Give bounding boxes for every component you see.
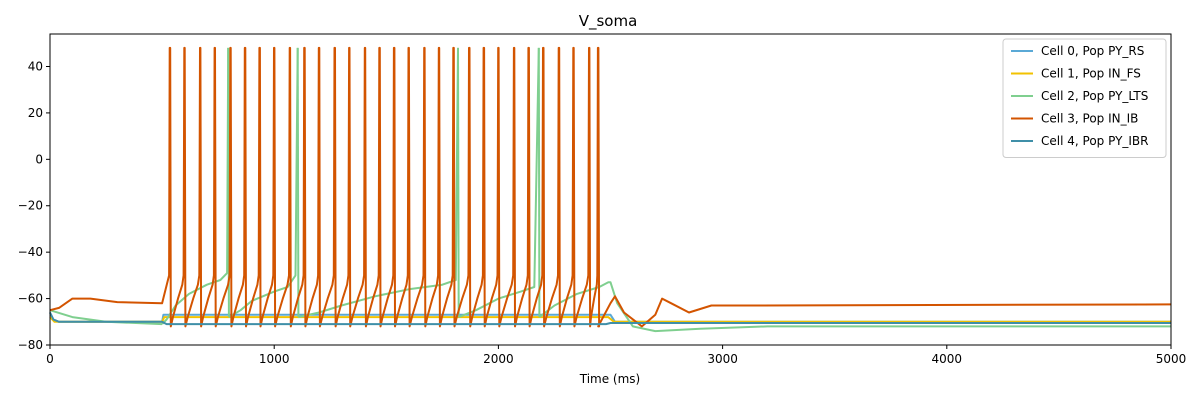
x-tick-label: 1000 bbox=[259, 352, 290, 366]
legend-label: Cell 0, Pop PY_RS bbox=[1041, 44, 1144, 58]
series-segment bbox=[537, 47, 541, 318]
series-line-1 bbox=[49, 316, 1171, 323]
chart-title: V_soma bbox=[579, 12, 638, 31]
y-tick-label: −20 bbox=[18, 199, 43, 213]
y-tick-label: −40 bbox=[18, 245, 43, 259]
series-segment bbox=[49, 309, 163, 326]
x-tick-label: 3000 bbox=[707, 352, 738, 366]
x-tick-label: 4000 bbox=[932, 352, 963, 366]
y-tick-label: 20 bbox=[28, 106, 43, 120]
y-axis: −80 −60 −40 −20 0 20 40 bbox=[18, 59, 50, 352]
x-tick-label: 5000 bbox=[1156, 352, 1187, 366]
series-line-2 bbox=[49, 47, 1171, 333]
series-path bbox=[49, 316, 1171, 323]
plot-area bbox=[49, 33, 1172, 346]
series-segment bbox=[457, 47, 460, 318]
x-tick-label: 2000 bbox=[483, 352, 514, 366]
y-tick-label: 40 bbox=[28, 59, 43, 73]
legend: Cell 0, Pop PY_RS Cell 1, Pop IN_FS Cell 2… bbox=[1002, 38, 1167, 158]
y-tick-label: −60 bbox=[18, 292, 43, 306]
series-segment bbox=[296, 47, 300, 318]
series-segment bbox=[161, 47, 230, 325]
legend-label: Cell 2, Pop PY_LTS bbox=[1041, 89, 1148, 103]
legend-label: Cell 4, Pop PY_IBR bbox=[1041, 134, 1149, 148]
x-axis-label: Time (ms) bbox=[579, 372, 641, 386]
legend-label: Cell 1, Pop IN_FS bbox=[1041, 67, 1141, 81]
plot-frame bbox=[49, 33, 1172, 346]
series-line-4 bbox=[49, 312, 1171, 326]
x-tick-label: 0 bbox=[46, 352, 54, 366]
legend-label: Cell 3, Pop IN_IB bbox=[1041, 112, 1138, 126]
y-tick-label: −80 bbox=[18, 338, 43, 352]
y-tick-label: 0 bbox=[35, 152, 43, 166]
legend-box bbox=[1002, 38, 1167, 158]
x-axis: 0 1000 2000 3000 4000 5000 bbox=[46, 345, 1186, 366]
series-path bbox=[49, 312, 1171, 326]
series-segment bbox=[538, 281, 1171, 333]
